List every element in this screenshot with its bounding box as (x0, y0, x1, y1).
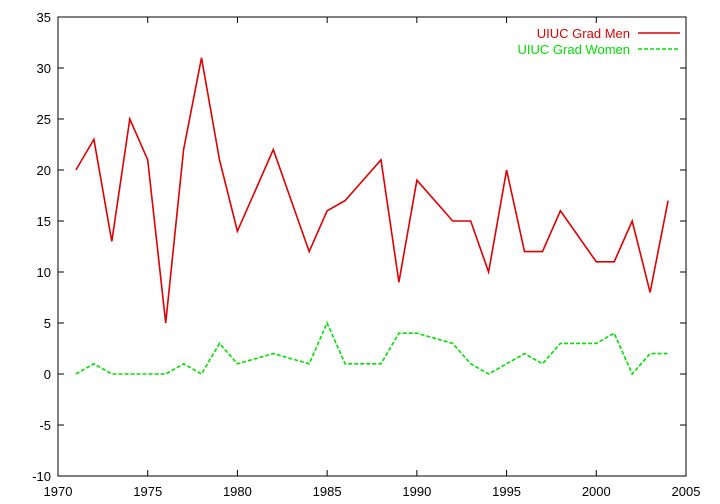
y-tick-label: 25 (37, 112, 51, 127)
x-tick-label: 2000 (582, 484, 611, 499)
x-tick-label: 1995 (492, 484, 521, 499)
y-tick-label: 10 (37, 265, 51, 280)
x-tick-label: 1980 (223, 484, 252, 499)
x-tick-label: 1975 (133, 484, 162, 499)
legend-label-1: UIUC Grad Women (518, 42, 630, 57)
series-line-1 (75, 321, 669, 376)
x-tick-label: 1985 (313, 484, 342, 499)
y-tick-label: 5 (44, 316, 51, 331)
y-tick-label: 30 (37, 61, 51, 76)
y-tick-label: 20 (37, 163, 51, 178)
y-tick-label: 15 (37, 214, 51, 229)
y-tick-label: 35 (37, 10, 51, 25)
legend-label-0: UIUC Grad Men (537, 26, 630, 41)
axis-ticks: -10 -5 0 5 10 15 20 25 30 35 1970 1975 1980 1985 1990 1… (32, 10, 700, 499)
y-tick-label: -10 (32, 469, 51, 484)
series-line-0 (75, 57, 669, 324)
plot-frame (57, 16, 687, 477)
y-tick-label: 0 (44, 367, 51, 382)
y-tick-label: -5 (39, 418, 51, 433)
series-lines (75, 57, 669, 376)
x-tick-label: 1990 (402, 484, 431, 499)
x-tick-label: 2005 (672, 484, 701, 499)
x-tick-label: 1970 (44, 484, 73, 499)
